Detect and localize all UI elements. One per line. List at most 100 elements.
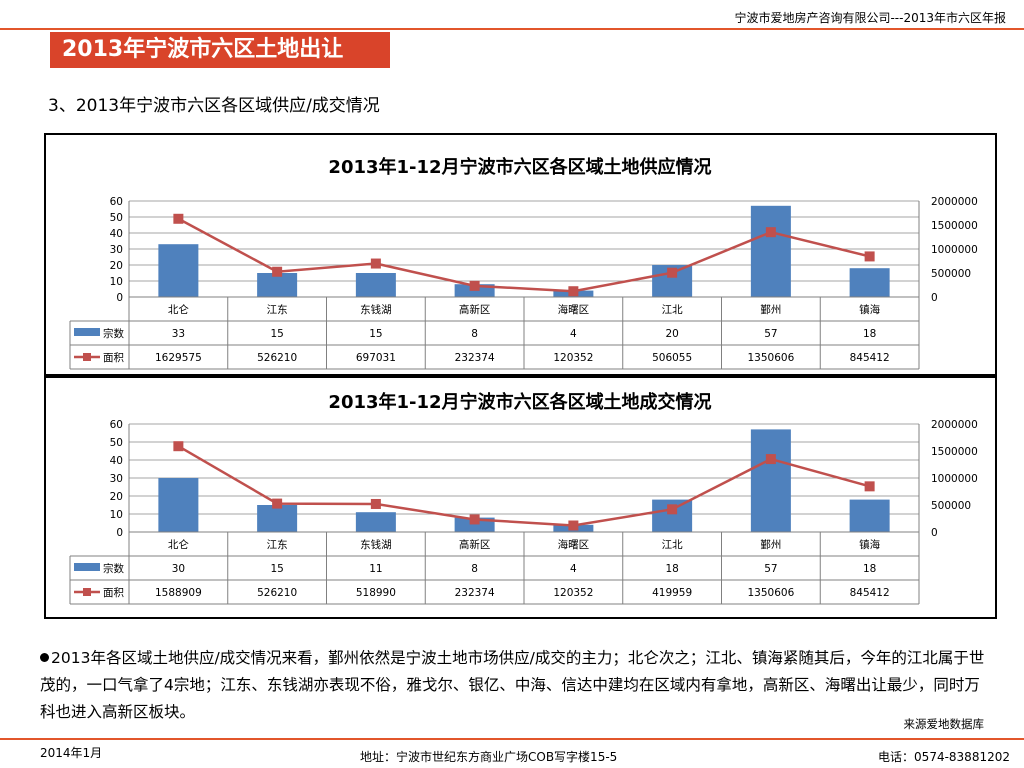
data-label-area: 232374 [455, 587, 495, 599]
category-label: 江东 [267, 538, 288, 551]
y-right-tick-label: 0 [931, 527, 938, 539]
data-label-area: 845412 [850, 352, 890, 364]
header-divider [0, 28, 1024, 30]
category-label: 东钱湖 [360, 303, 392, 316]
line-marker [272, 266, 283, 277]
bar [849, 268, 890, 297]
data-label-count: 20 [665, 328, 678, 340]
y-right-tick-label: 500000 [931, 500, 971, 512]
y-right-tick-label: 1000000 [931, 244, 978, 256]
supply-chart-frame: 2013年1-12月宁波市六区各区域土地供应情况 60 50 40 30 20 10 0 200… [44, 133, 997, 376]
line-marker [568, 286, 579, 297]
data-label-count: 57 [764, 328, 777, 340]
data-label-area: 419959 [652, 587, 692, 599]
y-right-tick-label: 1000000 [931, 473, 978, 485]
legend-label-area: 面积 [103, 352, 124, 364]
data-label-area: 526210 [257, 587, 297, 599]
y-right-tick-label: 1500000 [931, 446, 978, 458]
data-label-count: 8 [471, 328, 478, 340]
line-marker [469, 514, 480, 525]
y-right-tick-label: 2000000 [931, 196, 978, 208]
data-label-area: 1629575 [155, 352, 202, 364]
line-marker [173, 213, 184, 224]
category-label: 高新区 [459, 538, 491, 551]
category-label: 镇海 [859, 538, 880, 551]
data-label-area: 518990 [356, 587, 396, 599]
series-line [177, 217, 870, 293]
legend-bar-key [74, 563, 100, 571]
category-label: 江东 [267, 303, 288, 316]
footer-date: 2014年1月 [40, 746, 103, 760]
data-label-area: 506055 [652, 352, 692, 364]
line-marker [765, 227, 776, 238]
y-left-tick-label: 20 [110, 491, 123, 503]
y-left-tick-label: 0 [116, 292, 123, 304]
data-label-count: 57 [764, 563, 777, 575]
line-marker [864, 481, 875, 492]
data-label-count: 4 [570, 328, 577, 340]
category-label: 鄞州 [760, 303, 781, 316]
bar [158, 244, 199, 297]
data-source: 来源爱地数据库 [903, 717, 985, 731]
summary-text: 2013年各区域土地供应/成交情况来看，鄞州依然是宁波土地市场供应/成交的主力；… [40, 649, 985, 721]
category-label: 江北 [662, 539, 683, 551]
y-left-tick-label: 40 [110, 228, 123, 240]
bar [355, 512, 396, 532]
data-label-count: 8 [471, 563, 478, 575]
bullet-icon [40, 653, 49, 662]
y-right-tick-label: 500000 [931, 268, 971, 280]
line-marker [272, 498, 283, 509]
legend-label-area: 面积 [103, 587, 124, 599]
transaction-chart: 2013年1-12月宁波市六区各区域土地成交情况6050403020100200… [69, 391, 978, 605]
y-right-tick-label: 0 [931, 292, 938, 304]
line-marker [568, 520, 579, 531]
bar [257, 505, 298, 532]
chart-title: 2013年1-12月宁波市六区各区域土地成交情况 [328, 391, 711, 413]
data-label-area: 232374 [455, 352, 495, 364]
legend-label-count: 宗数 [103, 562, 124, 575]
data-label-count: 11 [369, 563, 382, 575]
footer-phone: 电话：0574-83881202 [878, 750, 1010, 764]
bar [257, 273, 298, 297]
category-label: 江北 [662, 304, 683, 316]
data-label-area: 1350606 [747, 587, 794, 599]
line-marker [667, 504, 678, 515]
bar [750, 205, 791, 297]
category-label: 鄞州 [760, 538, 781, 551]
y-left-tick-label: 10 [110, 509, 123, 521]
header-company: 宁波市爱地房产咨询有限公司---2013年市六区年报 [734, 11, 1006, 25]
supply-chart: 2013年1-12月宁波市六区各区域土地供应情况6050403020100200… [69, 156, 978, 370]
data-label-count: 15 [270, 328, 283, 340]
category-label: 北仑 [168, 303, 189, 316]
chart-title: 2013年1-12月宁波市六区各区域土地供应情况 [328, 156, 711, 178]
line-marker [765, 454, 776, 465]
y-left-tick-label: 40 [110, 455, 123, 467]
data-label-count: 30 [172, 563, 185, 575]
category-label: 海曙区 [558, 538, 590, 551]
data-label-area: 697031 [356, 352, 396, 364]
data-label-count: 4 [570, 563, 577, 575]
legend-line-key-marker [83, 353, 91, 361]
data-label-count: 15 [369, 328, 382, 340]
data-label-count: 33 [172, 328, 185, 340]
summary-paragraph: 2013年各区域土地供应/成交情况来看，鄞州依然是宁波土地市场供应/成交的主力；… [40, 645, 990, 726]
data-label-count: 18 [863, 328, 876, 340]
data-label-count: 18 [665, 563, 678, 575]
legend-line-key-marker [83, 588, 91, 596]
footer-divider [0, 738, 1024, 740]
data-label-area: 1588909 [155, 587, 202, 599]
legend-bar-key [74, 328, 100, 336]
line-marker [469, 280, 480, 291]
y-left-tick-label: 60 [110, 419, 123, 431]
bar [750, 429, 791, 532]
data-label-area: 845412 [850, 587, 890, 599]
bar [849, 499, 890, 532]
bar [355, 273, 396, 297]
line-marker [370, 498, 381, 509]
data-label-area: 1350606 [747, 352, 794, 364]
category-label: 高新区 [459, 303, 491, 316]
y-left-tick-label: 50 [110, 212, 123, 224]
data-label-area: 120352 [553, 587, 593, 599]
category-label: 镇海 [859, 303, 880, 316]
y-left-tick-label: 30 [110, 473, 123, 485]
